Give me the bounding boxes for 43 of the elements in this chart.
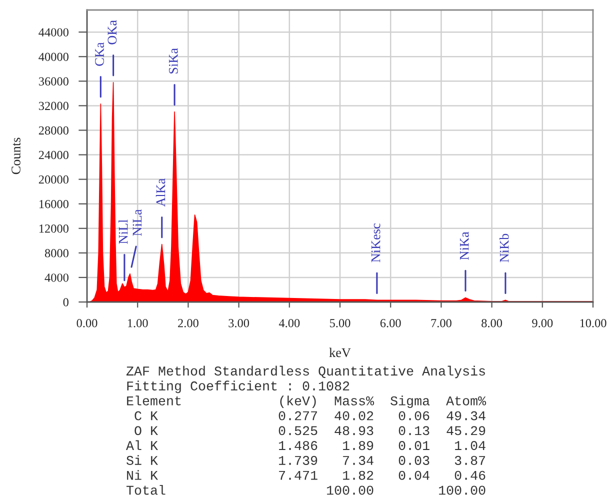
y-tick-label: 16000 xyxy=(39,200,68,208)
text: Element (keV) Mass% Sigma Atom% xyxy=(127,396,486,408)
y-tick-label: 4000 xyxy=(44,274,68,282)
text: O K 0.525 48.93 0.13 45.29 xyxy=(134,426,486,436)
x-tick-label: 3.00 xyxy=(228,319,250,328)
text: ZAF Method Standardless Quantitative Analysis xyxy=(126,366,485,378)
text: Fitting Coefficient : 0.1082 xyxy=(127,380,350,394)
annotation: CKa xyxy=(95,42,104,66)
x-tick-label: 10.00 xyxy=(580,319,606,328)
annotation: OKa xyxy=(108,20,117,44)
text: Total 100.00 100.00 xyxy=(126,484,486,495)
y-tick-label: 20000 xyxy=(38,175,68,184)
text: Al K 1.486 1.89 0.01 1.04 xyxy=(126,440,486,450)
text: C K 0.277 40.02 0.06 49.34 xyxy=(134,411,486,420)
y-tick-label: 24000 xyxy=(38,150,68,160)
text: Si K 1.739 7.34 0.03 3.87 xyxy=(126,455,486,465)
x-tick-label: 6.00 xyxy=(380,319,401,328)
x-tick-label: 8.00 xyxy=(482,319,502,328)
annotation: SiKa xyxy=(168,48,178,74)
annotation: NiLa xyxy=(132,209,142,236)
annotation: NiKb xyxy=(499,234,509,262)
y-tick-label: 32000 xyxy=(38,102,68,110)
y-tick-label: 36000 xyxy=(38,77,68,86)
x-tick-label: 1.00 xyxy=(128,319,148,328)
annotation: NiLl xyxy=(118,220,128,244)
y-tick-label: 8000 xyxy=(44,249,68,258)
y-tick-label: 44000 xyxy=(38,28,68,36)
x-tick-label: 9.00 xyxy=(532,319,553,328)
y-tick-label: 40000 xyxy=(38,52,68,61)
x-tick-label: 2.00 xyxy=(178,319,198,328)
x-tick-label: 5.00 xyxy=(330,319,350,328)
x-tick-label: 7.00 xyxy=(431,319,452,328)
y-tick-label: 12000 xyxy=(39,224,68,233)
y-axis-title: Counts xyxy=(12,138,20,174)
x-axis-title: keV xyxy=(329,348,351,358)
annotation: NiKa xyxy=(460,232,469,260)
text: Ni K 7.471 1.82 0.04 0.46 xyxy=(127,470,486,480)
y-tick-label: 28000 xyxy=(38,126,68,135)
annotation: AlKa xyxy=(156,178,166,207)
y-tick-label: 0 xyxy=(63,298,68,306)
annotation: NiKesc xyxy=(371,223,380,262)
x-tick-label: 0.00 xyxy=(76,319,98,328)
x-tick-label: 4.00 xyxy=(278,319,300,328)
